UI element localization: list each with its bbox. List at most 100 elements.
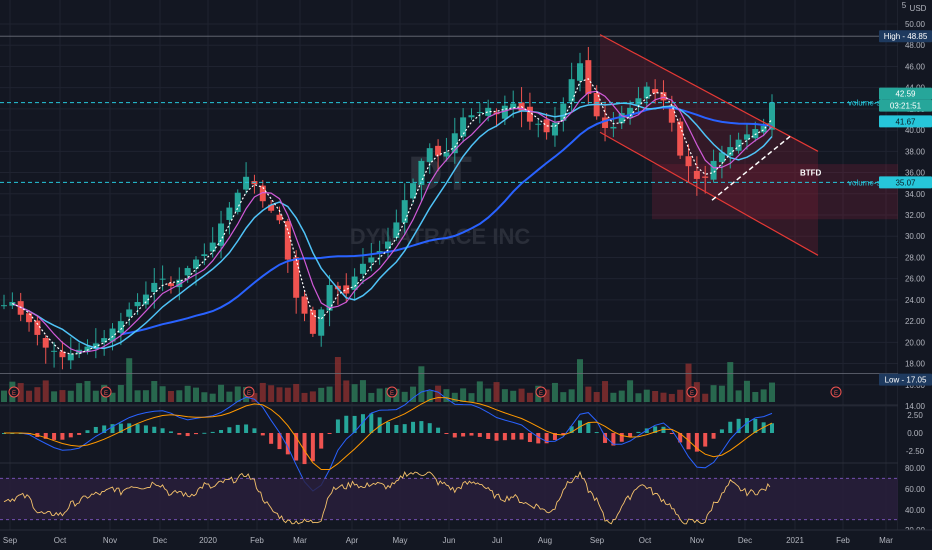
time-tick-label: 2020 [199, 536, 217, 545]
candle-body [26, 313, 33, 323]
low-tag-bg [879, 373, 932, 386]
low-tag: Low - 17.05 [885, 376, 927, 385]
candle-body [393, 222, 400, 238]
price-tick-label: 24.00 [905, 296, 926, 305]
candle-body [67, 354, 74, 361]
candle-body [610, 126, 617, 129]
volume-bar [268, 385, 275, 402]
time-tick-label: Nov [690, 536, 704, 545]
channel-top [599, 34, 819, 152]
macd-histogram-bar [68, 433, 73, 438]
volume-bar [593, 392, 600, 402]
price-tick-label: 32.00 [905, 211, 926, 220]
candle-body [443, 152, 450, 157]
candle-body [718, 152, 725, 163]
time-tick-label: 2021 [786, 536, 804, 545]
earnings-marker [686, 386, 698, 398]
rsi-tick-label: 40.00 [905, 506, 926, 515]
volume-bar [718, 385, 725, 402]
volume-bar [577, 359, 583, 402]
macd-histogram-bar [310, 433, 315, 462]
volume-bar [67, 390, 74, 402]
macd-histogram-bar [661, 426, 666, 433]
price-tick-label: 48.00 [905, 41, 926, 50]
candle-body [727, 147, 734, 156]
price-tick-label: 26.00 [905, 275, 926, 284]
candle-body [635, 98, 642, 105]
uptrend-line [711, 135, 791, 201]
volume-bar [543, 389, 550, 402]
volume-bar [493, 382, 500, 402]
earnings-letter: E [539, 391, 543, 397]
volume-bar [1, 390, 7, 402]
volume-bar [460, 388, 467, 402]
candle-body [460, 117, 467, 137]
macd-histogram-bar [202, 432, 207, 434]
time-tick-label: Jul [492, 536, 502, 545]
time-tick-label: Sep [590, 536, 605, 545]
macd-histogram-bar [402, 424, 407, 433]
candle-body [577, 63, 583, 81]
volume-bar [476, 381, 483, 402]
macd-histogram-bar [327, 433, 332, 434]
price-tick-label: 22.00 [905, 317, 926, 326]
volume-bar [134, 390, 141, 402]
volume-bar [293, 383, 300, 402]
candle-body [435, 145, 442, 156]
shelf-value-tag-bg [879, 176, 932, 189]
shelf-value-tag: 35.07 [895, 178, 916, 187]
volume-bar [643, 389, 650, 402]
volume-bar [184, 385, 191, 402]
volume-bar [42, 380, 49, 402]
macd-histogram-bar [611, 433, 616, 446]
candle-body [309, 310, 316, 334]
volume-shelf-label-lower: volume-shelf [848, 178, 894, 187]
macd-histogram-bar [594, 432, 599, 434]
volume-bar [727, 362, 734, 402]
countdown-tag: 03:21:51 [890, 102, 922, 111]
candle-body [752, 129, 759, 139]
earnings-letter: E [690, 391, 694, 397]
signal-line [4, 396, 773, 470]
price-tick-label: 36.00 [905, 169, 926, 178]
macd-histogram-bar [427, 423, 432, 433]
macd-histogram-bar [744, 418, 749, 433]
candle-body [159, 278, 166, 280]
macd-histogram-bar [544, 433, 549, 444]
candle-body [743, 134, 750, 140]
volume-bar [84, 381, 91, 402]
volume-bar [51, 391, 58, 402]
volume-bar [677, 389, 684, 402]
candle-body [134, 302, 141, 307]
candle-body [101, 338, 108, 343]
volume-bar [376, 388, 383, 402]
earnings-letter: E [247, 391, 251, 397]
candle-body [568, 79, 575, 102]
volume-bar [76, 383, 83, 402]
macd-histogram-bar [143, 425, 148, 433]
volume-bar [568, 389, 575, 402]
price-tick-label: 28.00 [905, 253, 926, 262]
volume-bar [359, 380, 366, 402]
time-tick-label: Mar [879, 536, 893, 545]
macd-histogram-bar [210, 431, 215, 433]
volume-bar [401, 391, 408, 402]
macd-histogram-bar [244, 424, 249, 433]
volume-bar [334, 357, 341, 402]
candle-body [326, 285, 333, 311]
candle-body [385, 241, 391, 249]
volume-bar [368, 392, 375, 402]
macd-histogram-bar [394, 424, 399, 433]
macd-histogram-bar [519, 433, 524, 440]
candle-body [735, 139, 742, 151]
macd-histogram-bar [444, 433, 449, 434]
earnings-letter: E [834, 391, 838, 397]
volume-bar [468, 393, 475, 402]
candle-body [685, 156, 692, 167]
time-tick-label: Oct [54, 536, 67, 545]
macd-histogram-bar [452, 433, 457, 438]
volume-bar [735, 390, 742, 402]
volume-bar [142, 390, 149, 402]
